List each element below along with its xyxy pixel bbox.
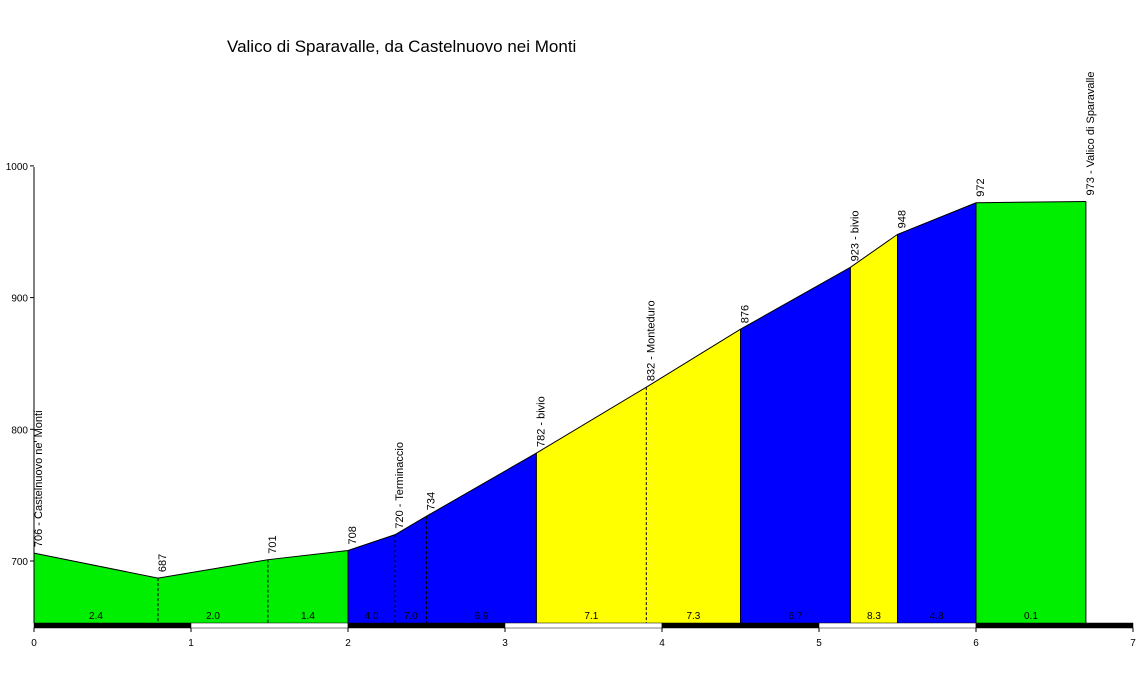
segment-area-1 (34, 553, 159, 623)
point-label-5: 720 - Terminaccio (394, 442, 406, 529)
segment-area-12 (976, 201, 1086, 624)
point-label-2: 687 (157, 554, 169, 572)
x-axis-bar-km-1 (190, 622, 349, 629)
point-label-9: 876 (740, 305, 752, 323)
gradient-label-6: 6.9 (474, 611, 488, 622)
gradient-label-3: 1.4 (301, 611, 315, 622)
x-tick-label-4: 4 (659, 638, 665, 649)
segment-area-4 (348, 534, 396, 623)
x-tick-label-5: 5 (816, 638, 822, 649)
segment-area-2 (158, 559, 268, 623)
profile-line (33, 200, 1086, 579)
gradient-label-2: 2.0 (206, 611, 220, 622)
x-tick-label-1: 1 (188, 638, 194, 649)
segment-area-3 (267, 550, 348, 623)
gradient-label-1: 2.4 (89, 611, 103, 622)
x-tick-label-0: 0 (31, 638, 37, 649)
point-label-8: 832 - Monteduro (645, 300, 657, 381)
x-tick-label-6: 6 (973, 638, 979, 649)
segment-area-10 (850, 234, 898, 623)
point-label-7: 782 - bivio (535, 396, 547, 447)
x-axis-bar-km-2 (347, 622, 506, 629)
x-axis-bar-km-6 (975, 622, 1134, 629)
gradient-label-10: 8.3 (867, 611, 881, 622)
x-tick-label-2: 2 (345, 638, 351, 649)
segment-area-7 (536, 387, 647, 623)
y-tick-label-700: 700 (11, 557, 28, 568)
gradient-label-4: 4.0 (365, 611, 379, 622)
y-tick-label-800: 800 (11, 425, 28, 436)
x-axis-bar-km-0 (33, 622, 192, 629)
gradient-label-7: 7.1 (584, 611, 598, 622)
gradient-label-12: 0.1 (1024, 611, 1038, 622)
x-tick-label-3: 3 (502, 638, 508, 649)
segment-dividers (157, 201, 1087, 623)
x-axis-bar-km-4 (661, 622, 820, 629)
gradient-label-9: 6.7 (788, 611, 802, 622)
gradient-label-8: 7.3 (686, 611, 700, 622)
x-axis-bar-km-5 (818, 622, 977, 629)
x-axis: 0 1 2 3 4 5 6 7 (31, 622, 1136, 649)
chart-title: Valico di Sparavalle, da Castelnuovo nei… (227, 37, 576, 56)
gradient-segments (34, 201, 1086, 624)
gradient-label-11: 4.8 (930, 611, 944, 622)
segment-area-11 (897, 202, 976, 623)
point-label-13: 973 - Valico di Sparavalle (1085, 72, 1097, 196)
point-labels: 706 - Castelnuovo ne' Monti 687 701 708 720 … (33, 72, 1097, 573)
y-axis: 700 800 900 1000 (6, 162, 35, 623)
x-axis-bar-km-3 (504, 622, 663, 629)
segment-area-5 (395, 516, 427, 623)
point-label-3: 701 (267, 535, 279, 553)
point-label-10: 923 - bivio (849, 211, 861, 262)
point-label-4: 708 (347, 526, 359, 544)
point-label-6: 734 (426, 492, 438, 510)
y-tick-label-900: 900 (11, 294, 28, 305)
point-label-1: 706 - Castelnuovo ne' Monti (33, 410, 45, 547)
segment-area-6 (426, 453, 537, 623)
segment-area-8 (646, 329, 741, 623)
segment-area-9 (740, 267, 851, 623)
point-label-11: 948 (897, 210, 909, 228)
gradient-label-5: 7.0 (404, 611, 418, 622)
point-label-12: 972 (975, 178, 987, 196)
y-tick-label-1000: 1000 (6, 162, 29, 173)
gradient-labels: 2.4 2.0 1.4 4.0 7.0 6.9 7.1 7.3 6.7 8.3 4.8 0.1 (89, 611, 1038, 622)
x-tick-label-7: 7 (1130, 638, 1136, 649)
